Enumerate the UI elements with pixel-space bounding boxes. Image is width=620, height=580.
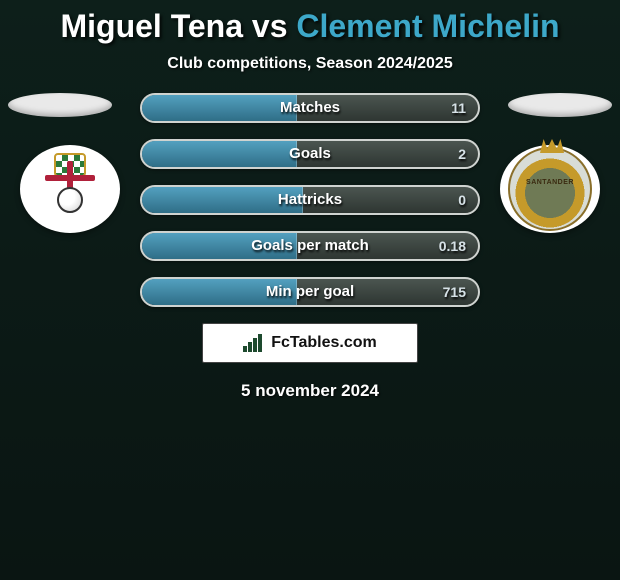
crest-right-icon: SANTANDER [508,147,592,231]
subtitle: Club competitions, Season 2024/2025 [0,55,620,73]
stat-label: Goals per match [142,233,478,259]
pedestal-left [8,93,112,117]
stat-row: Goals2 [140,139,480,169]
player1-name: Miguel Tena [60,8,243,44]
stat-row: Min per goal715 [140,277,480,307]
stat-row: Matches11 [140,93,480,123]
club-badge-right: SANTANDER [500,145,600,233]
stat-row: Hattricks0 [140,185,480,215]
stat-label: Hattricks [142,187,478,213]
stat-value: 0.18 [439,233,466,259]
stat-bars: Matches11 Goals2 Hattricks0 Goals per match… [140,93,480,307]
stat-label: Matches [142,95,478,121]
stat-label: Goals [142,141,478,167]
player2-name: Clement Michelin [296,8,559,44]
comparison-stage: SANTANDER Matches11 Goals2 Hattricks0 Goals… [0,93,620,307]
pedestal-right [508,93,612,117]
stat-value: 0 [458,187,466,213]
vs-label: vs [252,8,288,44]
club-badge-left [20,145,120,233]
crest-right-text: SANTANDER [510,179,590,186]
date-stamp: 5 november 2024 [0,381,620,401]
stat-value: 2 [458,141,466,167]
brand-bars-icon [243,334,265,352]
crest-left-icon [40,153,100,225]
brand-box: FcTables.com [202,323,418,363]
comparison-title: Miguel Tena vs Clement Michelin [0,0,620,45]
stat-value: 715 [443,279,466,305]
stat-value: 11 [451,95,466,121]
brand-text: FcTables.com [271,334,377,352]
stat-row: Goals per match0.18 [140,231,480,261]
stat-label: Min per goal [142,279,478,305]
